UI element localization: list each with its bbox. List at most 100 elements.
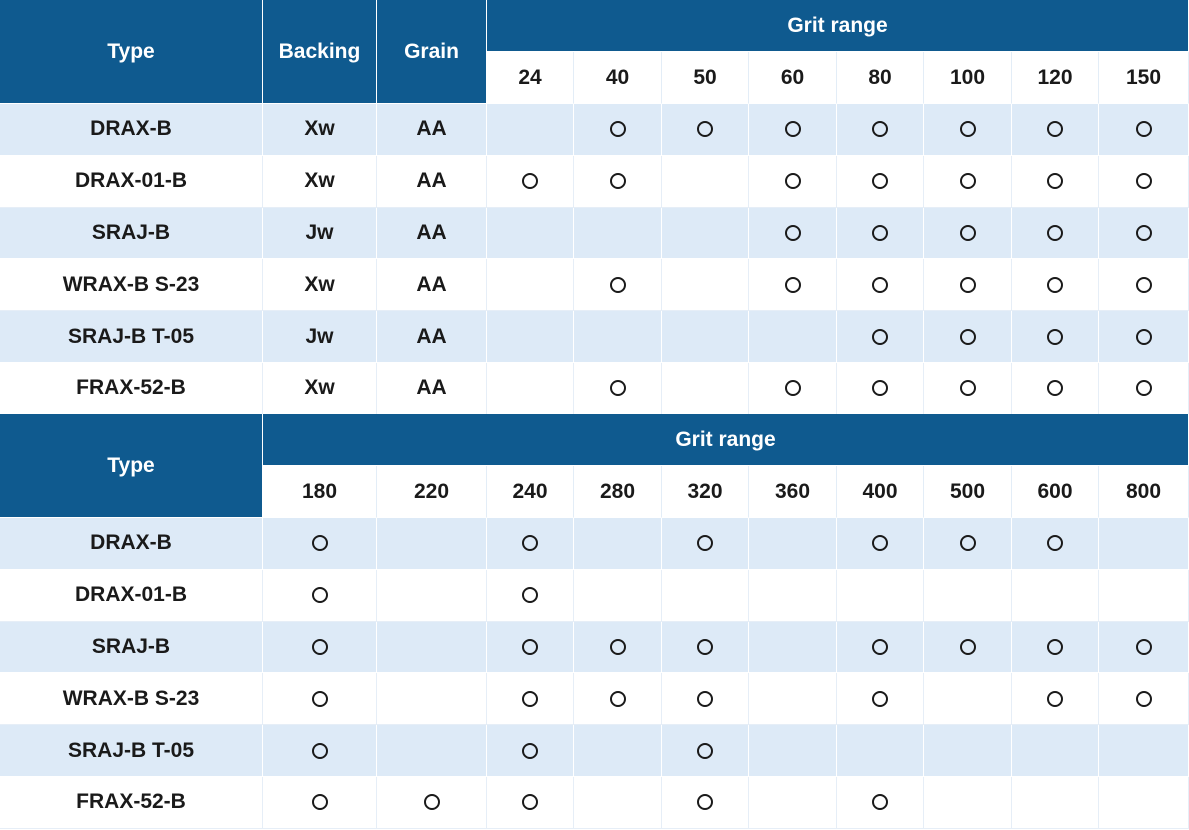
circle-icon — [311, 587, 328, 604]
circle-icon — [697, 121, 713, 138]
grit-cell — [1012, 155, 1099, 208]
grit-cell — [837, 207, 924, 260]
grit-header: 40 — [574, 52, 662, 104]
header-type: Type — [0, 414, 263, 518]
grit-cell — [1012, 518, 1099, 570]
row-backing: Xw — [263, 362, 377, 415]
grit-cell — [1099, 207, 1189, 260]
row-type: SRAJ-B — [0, 621, 263, 674]
grit-cell — [1012, 621, 1099, 674]
circle-icon — [311, 535, 328, 552]
grit-cell — [1012, 311, 1099, 363]
circle-icon — [1047, 276, 1063, 293]
row-type: SRAJ-B T-05 — [0, 725, 263, 777]
grit-cell — [1012, 259, 1099, 312]
grit-cell — [263, 673, 377, 726]
circle-icon — [1135, 328, 1152, 345]
grit-cell — [1099, 362, 1189, 415]
circle-icon — [959, 276, 976, 293]
grit-cell — [924, 569, 1012, 622]
grit-cell — [487, 207, 574, 260]
circle-icon — [1047, 535, 1063, 552]
circle-icon — [522, 794, 538, 811]
grit-cell — [837, 362, 924, 415]
grit-cell — [263, 518, 377, 570]
circle-icon — [1047, 224, 1063, 241]
grit-header: 400 — [837, 466, 924, 518]
header-grit-range: Grit range — [487, 0, 1189, 52]
grit-cell — [749, 673, 837, 726]
grit-header: 240 — [487, 466, 574, 518]
grit-cell — [1099, 155, 1189, 208]
grit-cell — [749, 104, 837, 156]
grit-cell — [574, 207, 662, 260]
circle-icon — [1135, 690, 1152, 707]
circle-icon — [872, 224, 888, 241]
grit-cell — [924, 207, 1012, 260]
grit-cell — [837, 104, 924, 156]
grit-cell — [1099, 259, 1189, 312]
circle-icon — [959, 535, 976, 552]
header-grain: Grain — [377, 0, 487, 104]
circle-icon — [522, 173, 538, 190]
circle-icon — [609, 121, 626, 138]
grit-cell — [574, 311, 662, 363]
row-type: SRAJ-B T-05 — [0, 311, 263, 363]
circle-icon — [522, 535, 538, 552]
grit-cell — [837, 155, 924, 208]
circle-icon — [872, 690, 888, 707]
grit-cell — [749, 207, 837, 260]
grit-cell — [1099, 569, 1189, 622]
grit-header: 100 — [924, 52, 1012, 104]
circle-icon — [1047, 380, 1063, 397]
circle-icon — [872, 380, 888, 397]
row-backing: Jw — [263, 311, 377, 363]
grit-header: 120 — [1012, 52, 1099, 104]
grit-cell — [662, 155, 749, 208]
grit-cell — [263, 621, 377, 674]
circle-icon — [609, 173, 626, 190]
grit-cell — [662, 259, 749, 312]
grit-header: 800 — [1099, 466, 1189, 518]
grit-cell — [487, 776, 574, 829]
grit-header: 150 — [1099, 52, 1189, 104]
row-grain: AA — [377, 155, 487, 208]
grit-cell — [837, 311, 924, 363]
grit-cell — [749, 259, 837, 312]
grit-cell — [574, 259, 662, 312]
grit-cell — [574, 104, 662, 156]
circle-icon — [311, 690, 328, 707]
grit-cell — [487, 104, 574, 156]
grit-cell — [749, 311, 837, 363]
grit-header: 360 — [749, 466, 837, 518]
circle-icon — [522, 587, 538, 604]
grit-cell — [377, 673, 487, 726]
circle-icon — [1047, 173, 1063, 190]
grit-cell — [924, 362, 1012, 415]
circle-icon — [697, 690, 713, 707]
grit-cell — [1099, 673, 1189, 726]
grit-cell — [1012, 362, 1099, 415]
grit-cell — [487, 362, 574, 415]
row-type: FRAX-52-B — [0, 776, 263, 829]
grit-cell — [924, 104, 1012, 156]
grit-cell — [1099, 725, 1189, 777]
row-type: DRAX-B — [0, 104, 263, 156]
grit-cell — [662, 621, 749, 674]
circle-icon — [697, 742, 713, 759]
grit-cell — [574, 155, 662, 208]
circle-icon — [697, 638, 713, 655]
circle-icon — [784, 121, 801, 138]
circle-icon — [1135, 224, 1152, 241]
grit-header: 320 — [662, 466, 749, 518]
grit-cell — [487, 569, 574, 622]
grit-cell — [662, 569, 749, 622]
grit-cell — [837, 621, 924, 674]
header-backing: Backing — [263, 0, 377, 104]
grit-cell — [1099, 311, 1189, 363]
grit-cell — [1012, 569, 1099, 622]
grit-cell — [1012, 673, 1099, 726]
grit-table-1: Type Backing Grain Grit range 24 40 50 6… — [0, 0, 1189, 415]
circle-icon — [872, 173, 888, 190]
grit-cell — [263, 725, 377, 777]
